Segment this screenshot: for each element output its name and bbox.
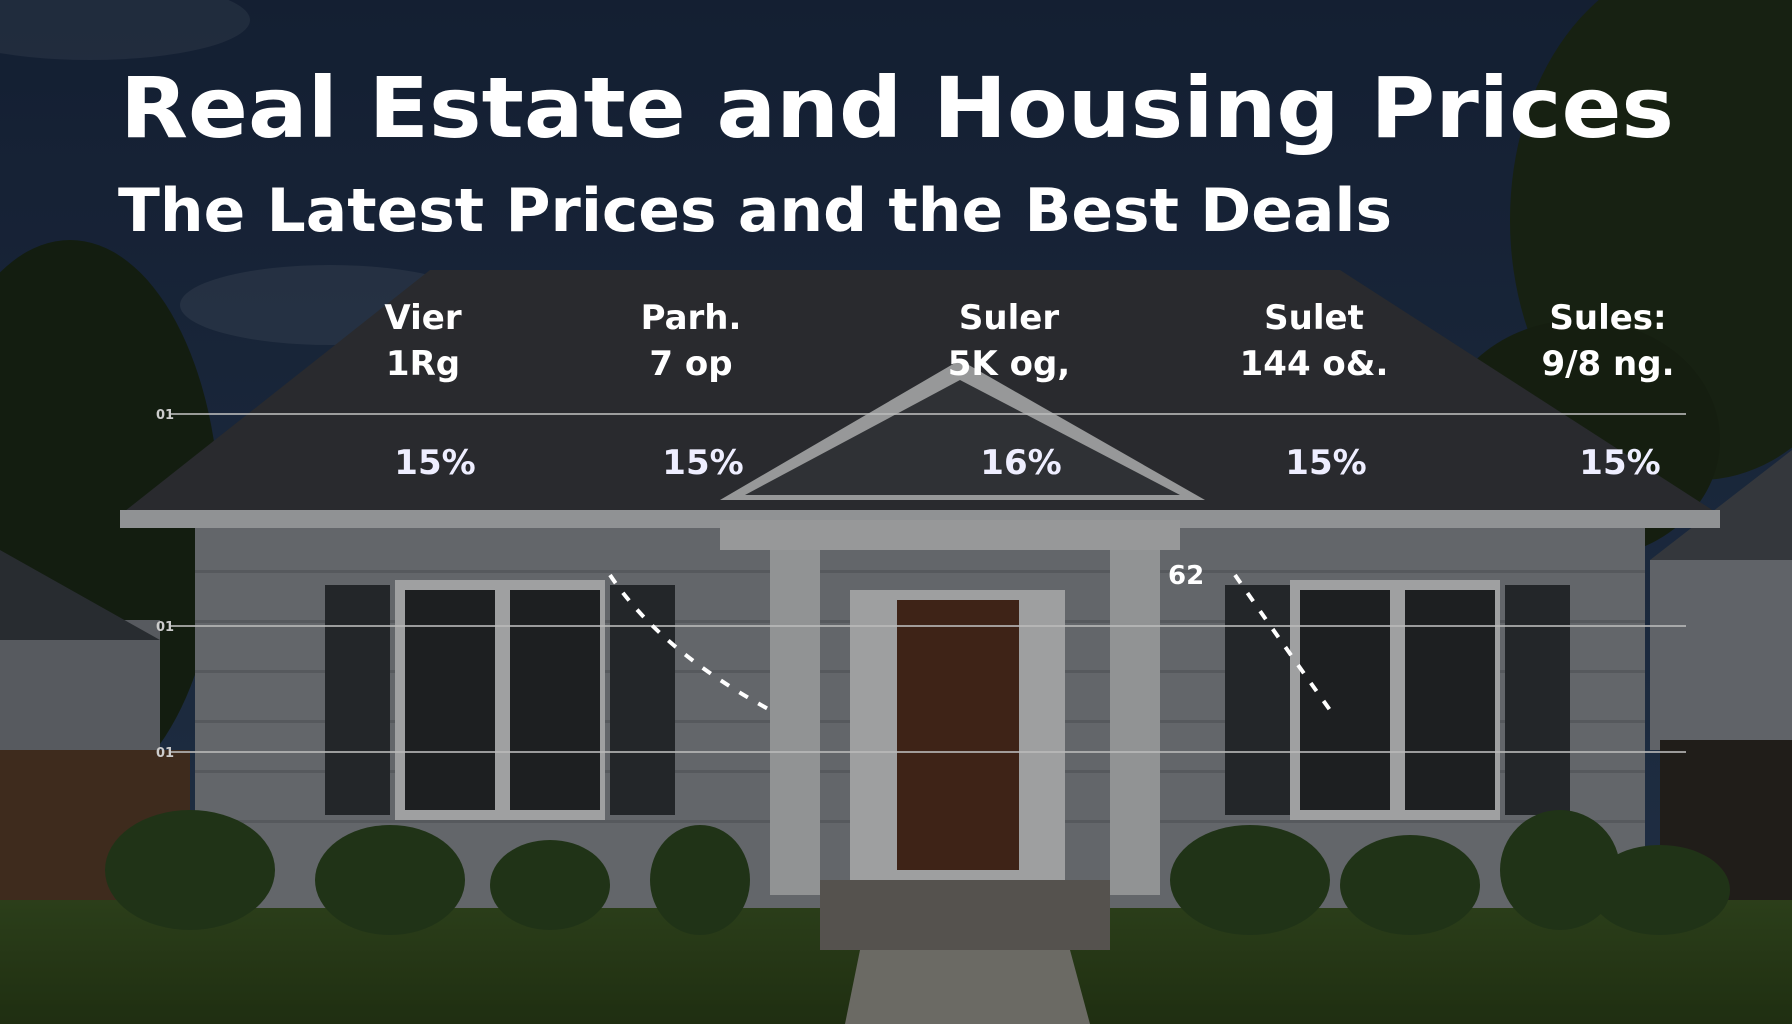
line-label: 01 (156, 746, 174, 761)
column-value: 1Rg (386, 344, 460, 384)
column-value: 144 o&. (1240, 344, 1389, 384)
guide-lines: 01 01 01 (156, 408, 1686, 761)
column-value: 7 op (649, 344, 732, 384)
annotation: 62 (1168, 561, 1204, 591)
title: Real Estate and Housing Prices (120, 59, 1674, 157)
line-label: 01 (156, 620, 174, 635)
column-name: Sules: (1549, 298, 1666, 338)
column-value: 9/8 ng. (1541, 344, 1674, 384)
subtitle: The Latest Prices and the Best Deals (118, 176, 1392, 246)
price-columns: Vier 1Rg 15% Parh. 7 op 15% Suler 5K og, 16% Sule… (384, 298, 1674, 483)
column-name: Vier (384, 298, 461, 338)
column-change: 15% (1579, 443, 1660, 483)
scribbles (608, 573, 1332, 712)
column-name: Suler (959, 298, 1059, 338)
column-name: Sulet (1264, 298, 1364, 338)
column-value: 5K og, (948, 344, 1070, 384)
column-change: 15% (662, 443, 743, 483)
column-change: 15% (394, 443, 475, 483)
column-name: Parh. (641, 298, 742, 338)
line-label: 01 (156, 408, 174, 423)
column-change: 15% (1285, 443, 1366, 483)
column-change: 16% (980, 443, 1061, 483)
